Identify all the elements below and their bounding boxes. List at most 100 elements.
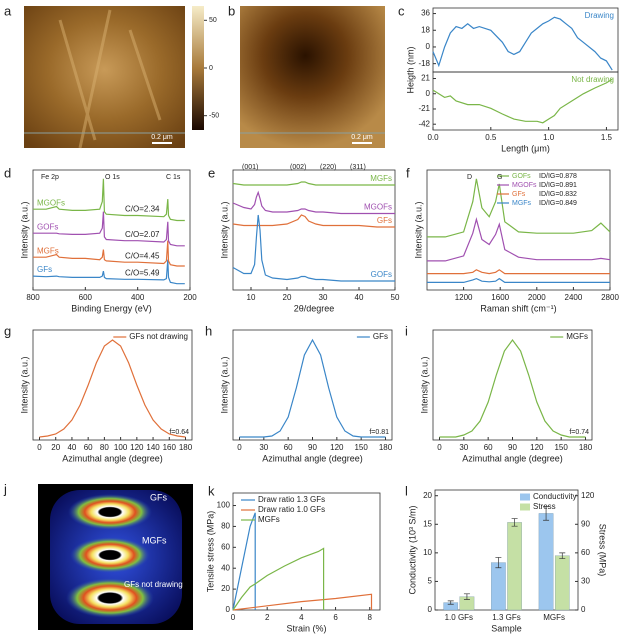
x-tick-label: 200: [183, 293, 197, 302]
y-axis-label: Intensity (a.u.): [219, 356, 229, 413]
y-axis-label: Heigth (nm): [405, 46, 415, 93]
bar: [554, 555, 570, 611]
y-tick-label: 100: [217, 501, 231, 510]
x-tick-label: 800: [26, 293, 40, 302]
data-line: [439, 338, 586, 438]
colorbar-tick-label: 50: [209, 17, 217, 24]
x-tick-label: 10: [247, 293, 256, 302]
legend-label: GFs: [373, 332, 388, 341]
legend-note: ID/IG=0.891: [539, 182, 577, 189]
x-tick-label: 8: [368, 613, 373, 622]
legend-note: ID/IG=0.832: [539, 191, 577, 198]
legend-note: ID/IG=0.878: [539, 173, 577, 180]
x-tick-label: 180: [179, 443, 193, 452]
series-note: C/O=2.07: [125, 230, 160, 239]
x-axis-label: Binding Energy (eV): [71, 303, 152, 313]
plot-frame: [426, 169, 611, 291]
legend-label: Stress: [533, 502, 556, 511]
y-axis-label: Intensity (a.u.): [413, 201, 423, 258]
legend-label: GFs not drawing: [129, 332, 188, 341]
x-tick-label: 1.0 GFs: [445, 613, 473, 622]
annotation: G: [497, 174, 502, 181]
legend-label: MGFs: [258, 515, 280, 524]
x-tick-label: 60: [484, 443, 493, 452]
legend-label: MGFs: [566, 332, 588, 341]
x-axis-label: Length (μm): [501, 143, 550, 153]
x-axis-label: Azimuthal angle (degree): [462, 453, 563, 463]
legend-label: MGFs: [512, 200, 532, 207]
x-tick-label: 30: [259, 443, 268, 452]
error-bar: [559, 552, 566, 559]
plot-frame: [32, 329, 193, 441]
data-line: [427, 269, 610, 275]
error-bar: [543, 506, 550, 521]
series-label: Not drawing: [571, 75, 614, 84]
series-label: GOFs: [371, 270, 392, 279]
data-line: [427, 178, 611, 238]
panel-letter: a: [4, 3, 12, 18]
x-tick-label: 120: [530, 443, 544, 452]
x-tick-label: 150: [554, 443, 568, 452]
series-note: C/O=4.45: [125, 251, 160, 260]
annotation: C 1s: [166, 174, 181, 181]
y-axis-label: Intensity (a.u.): [219, 201, 229, 258]
x-tick-label: 600: [79, 293, 93, 302]
y-tick-label: 20: [221, 584, 230, 593]
legend-label: Conductivity: [533, 492, 577, 501]
series-label: GOFs: [37, 222, 58, 231]
colorbar-tick-label: -50: [209, 113, 219, 120]
error-bar: [495, 557, 502, 569]
x-tick-label: 180: [379, 443, 393, 452]
x-tick-label: 0: [237, 443, 242, 452]
panel-letter: c: [398, 3, 405, 18]
series-label: GFs: [377, 216, 392, 225]
annotation: (002): [290, 164, 306, 171]
y-tick-label: 10: [423, 548, 432, 557]
x-tick-label: 0: [231, 613, 236, 622]
bar: [507, 522, 522, 611]
legend-swatch: [520, 503, 530, 511]
x-tick-label: 140: [146, 443, 160, 452]
annotation: (001): [242, 164, 258, 171]
y-tick-label: 20: [423, 491, 432, 500]
x-tick-label: 1.0: [543, 133, 555, 142]
y-tick-label: 0: [226, 605, 231, 614]
y-axis-label: Intensity (a.u.): [419, 356, 429, 413]
data-line: [232, 214, 395, 282]
x-tick-label: 120: [330, 443, 344, 452]
series-note: C/O=2.34: [125, 205, 160, 214]
saxs-pattern: [70, 537, 150, 573]
pattern-label: MGFs: [142, 535, 167, 545]
x-tick-label: 20: [51, 443, 60, 452]
legend-label: GOFs: [512, 173, 531, 180]
data-line: [432, 16, 613, 71]
data-line: [232, 512, 256, 611]
x-tick-label: MGFs: [543, 613, 565, 622]
x-tick-label: 4: [299, 613, 304, 622]
y-tick-label: 80: [221, 522, 230, 531]
panel-letter: e: [208, 165, 215, 180]
plot-frame: [432, 329, 593, 441]
x-tick-label: 400: [131, 293, 145, 302]
plot-frame: [432, 71, 619, 131]
panel-letter: d: [4, 165, 11, 180]
y-tick-label: 60: [221, 542, 230, 551]
x-tick-label: 1.5: [601, 133, 613, 142]
y2-tick-label: 120: [581, 491, 595, 500]
plot-frame: [232, 492, 381, 611]
plot-frame: [32, 169, 191, 291]
x-tick-label: 6: [333, 613, 338, 622]
panel-letter: g: [4, 323, 11, 338]
bar: [491, 562, 506, 611]
x-tick-label: 0: [37, 443, 42, 452]
x-axis-label: 2θ/degree: [294, 303, 335, 313]
y2-tick-label: 60: [581, 548, 590, 557]
x-tick-label: 0: [437, 443, 442, 452]
x-tick-label: 100: [114, 443, 128, 452]
x-tick-label: 2400: [565, 293, 583, 302]
saxs-pattern: [66, 578, 154, 618]
bar: [538, 513, 554, 611]
series-label: Drawing: [585, 11, 614, 20]
